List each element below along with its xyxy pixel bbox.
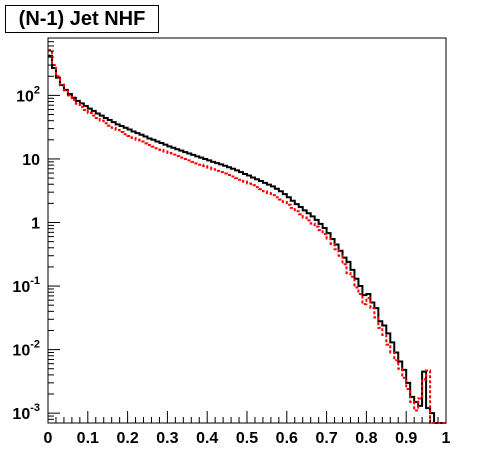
y-tick-label: 102: [16, 84, 40, 105]
x-tick-label: 1: [442, 430, 451, 447]
x-tick-label: 0.7: [315, 430, 337, 447]
series-2-line: [48, 48, 446, 424]
x-tick-label: 0.6: [276, 430, 298, 447]
x-tick-label: 0.3: [156, 430, 178, 447]
x-tick-label: 0: [44, 430, 53, 447]
chart-title: (N-1) Jet NHF: [5, 5, 159, 33]
plot-frame: [47, 37, 447, 424]
x-tick-label: 0.9: [395, 430, 417, 447]
y-axis: 10-3 10-2 10-1 1 10 102: [12, 37, 60, 424]
y-tick-label: 10-1: [12, 275, 40, 296]
x-tick-label: 0.1: [77, 430, 99, 447]
x-tick-label: 0.4: [196, 430, 218, 447]
y-tick-label: 10: [22, 152, 40, 169]
x-tick-label: 0.5: [236, 430, 258, 447]
y-tick-label: 10-2: [12, 339, 40, 360]
y-tick-label: 1: [31, 215, 40, 232]
x-axis: 0 0.1 0.2 0.3 0.4 0.5 0.6 0.7 0.8 0.9 1: [44, 411, 451, 447]
series-1-line: [48, 54, 446, 424]
x-tick-label: 0.2: [116, 430, 138, 447]
x-tick-label: 0.8: [355, 430, 377, 447]
series-layer: [48, 48, 446, 424]
y-tick-label: 10-3: [12, 402, 40, 423]
